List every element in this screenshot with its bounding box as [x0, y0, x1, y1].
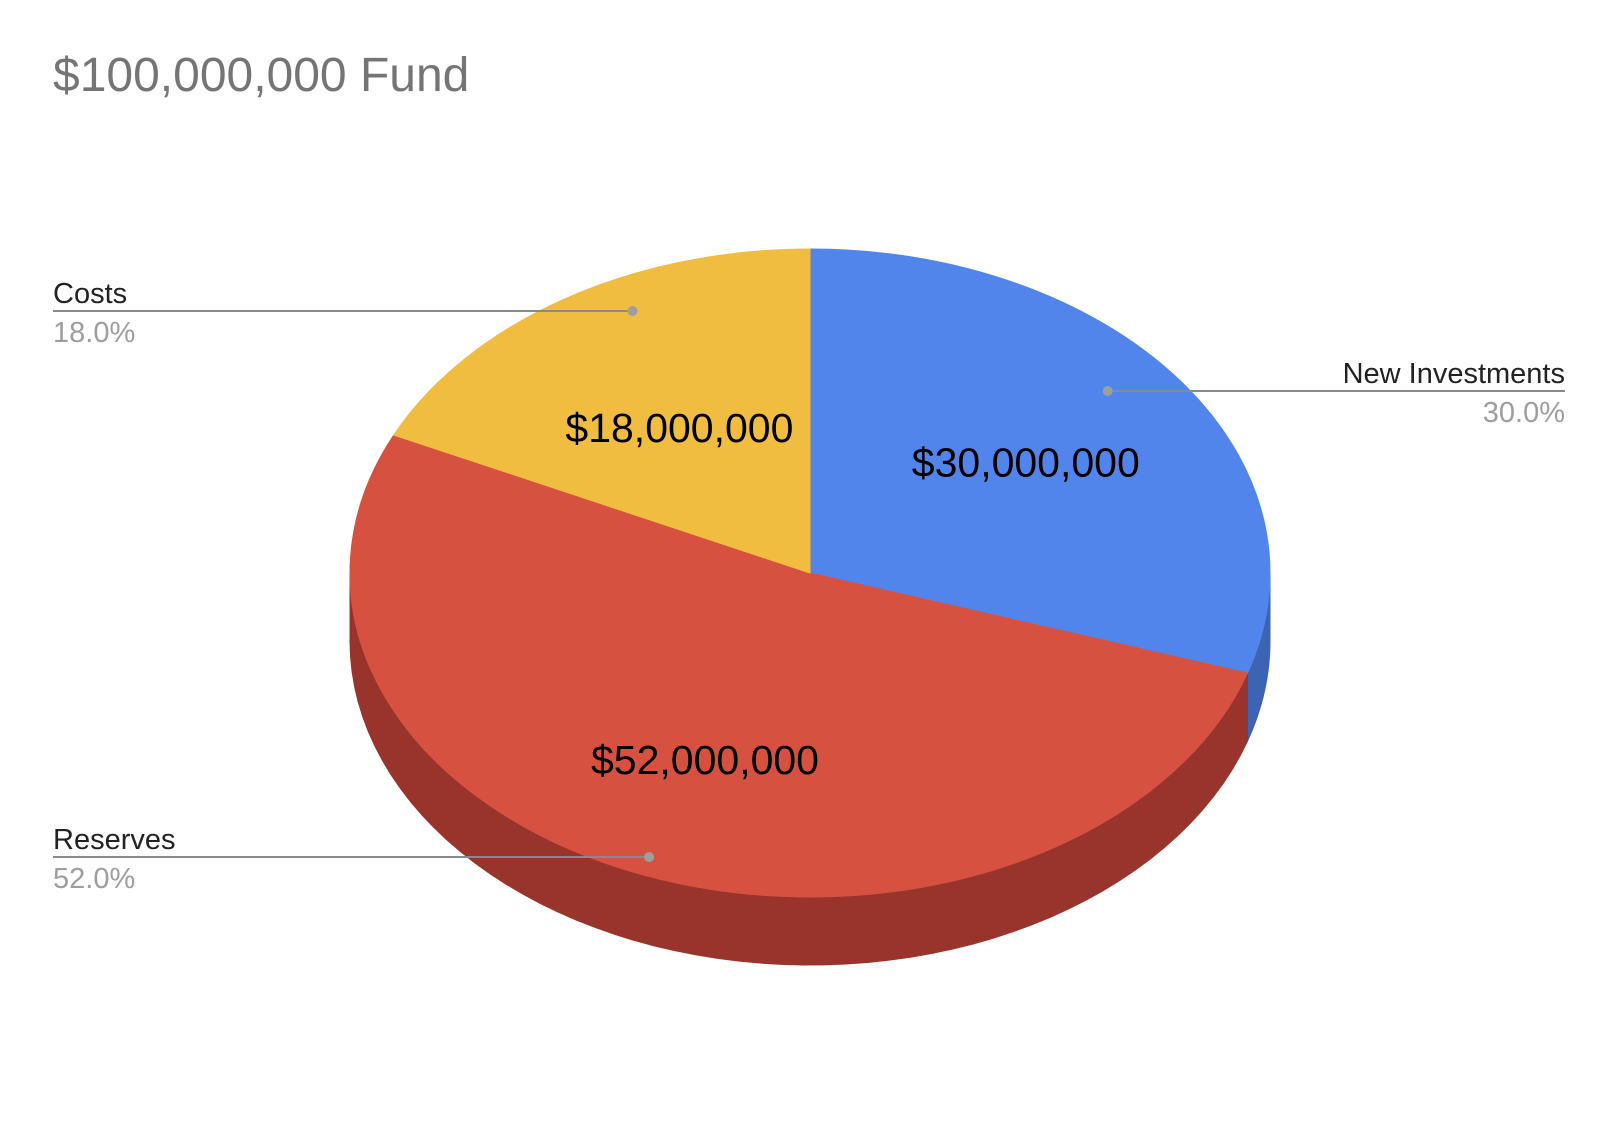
slice-value-label-reserves: $52,000,000	[591, 737, 819, 783]
callout-name-costs: Costs	[53, 278, 127, 310]
callout-percent-costs: 18.0%	[53, 317, 135, 349]
chart-title: $100,000,000 Fund	[53, 49, 470, 102]
slice-value-label-costs: $18,000,000	[565, 405, 793, 451]
pie-slice-costs[interactable]	[392, 248, 811, 574]
callout-dot	[1102, 386, 1113, 396]
slice-value-label-new-investments: $30,000,000	[912, 440, 1140, 486]
callout-percent-reserves: 52.0%	[53, 863, 135, 895]
callout-dot	[644, 852, 655, 862]
callout-dot	[627, 306, 638, 316]
callout-name-new-investments: New Investments	[1343, 358, 1565, 390]
callout-reserves: Reserves 52.0%	[53, 824, 655, 895]
callout-percent-new-investments: 30.0%	[1483, 397, 1565, 429]
pie-slice-new-investments[interactable]	[809, 248, 1271, 674]
callout-costs: Costs 18.0%	[53, 278, 638, 349]
callout-new-investments: New Investments 30.0%	[1102, 358, 1565, 429]
callout-name-reserves: Reserves	[53, 824, 176, 856]
pie-slice-reserves[interactable]	[349, 434, 1249, 898]
